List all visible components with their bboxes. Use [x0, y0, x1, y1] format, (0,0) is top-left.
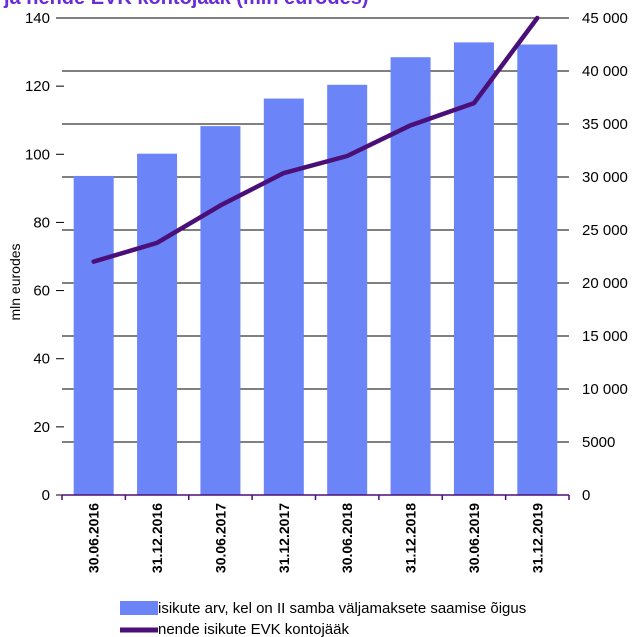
x-tick-label: 31.12.2016 — [149, 503, 165, 573]
line-series — [91, 15, 540, 264]
x-tick-label: 30.06.2019 — [466, 503, 482, 573]
x-tick-label: 30.06.2016 — [86, 503, 102, 573]
y-tick-label-right: 20 000 — [582, 275, 628, 292]
y-tick-label-right: 25 000 — [582, 222, 628, 239]
bar-series — [73, 42, 558, 496]
y-tick-label-left: 20 — [33, 419, 50, 436]
y-tick-label-right: 15 000 — [582, 328, 628, 345]
y-tick-label-right: 5000 — [582, 434, 615, 451]
line-path — [91, 15, 540, 264]
y-tick-label-right: 0 — [582, 487, 590, 504]
bar — [517, 44, 558, 495]
x-tick-label: 30.06.2017 — [212, 503, 228, 573]
x-tick-label: 30.06.2018 — [339, 503, 355, 573]
y-tick-label-right: 40 000 — [582, 63, 628, 80]
bar — [390, 57, 431, 495]
bar — [453, 42, 494, 495]
y-tick-label-left: 100 — [25, 146, 50, 163]
chart-title: ja nende EVK kontojääk (mln eurodes) — [3, 0, 369, 9]
x-tick-label: 31.12.2018 — [403, 503, 419, 573]
legend-label-line: nende isikute EVK kontojääk — [158, 621, 349, 637]
legend-swatch-bar — [120, 601, 158, 615]
x-tick-label: 31.12.2017 — [276, 503, 292, 573]
y-tick-label-right: 30 000 — [582, 169, 628, 186]
legend-label-bar: isikute arv, kel on II samba väljamakset… — [158, 600, 526, 617]
y-tick-label-left: 0 — [42, 487, 50, 504]
y-tick-label-left: 40 — [33, 351, 50, 368]
y-tick-label-left: 80 — [33, 214, 50, 231]
bar — [327, 84, 368, 495]
y-tick-label-left: 120 — [25, 78, 50, 95]
legend: isikute arv, kel on II samba väljamakset… — [120, 600, 526, 637]
bar — [200, 126, 241, 496]
y-tick-label-right: 35 000 — [582, 116, 628, 133]
bar — [73, 175, 114, 495]
y-tick-label-left: 140 — [25, 10, 50, 27]
y-tick-label-right: 45 000 — [582, 10, 628, 27]
bar — [137, 153, 178, 495]
y-tick-label-left: 60 — [33, 283, 50, 300]
y-tick-label-right: 10 000 — [582, 381, 628, 398]
y-axis-label: mln eurodes — [7, 243, 23, 320]
tick-labels: 0 20 40 60 80 100 120 140 0 5000 10 000 15 000 20 00… — [25, 10, 628, 573]
axes — [61, 494, 570, 500]
bar — [263, 98, 304, 495]
x-tick-label: 31.12.2019 — [529, 503, 545, 573]
